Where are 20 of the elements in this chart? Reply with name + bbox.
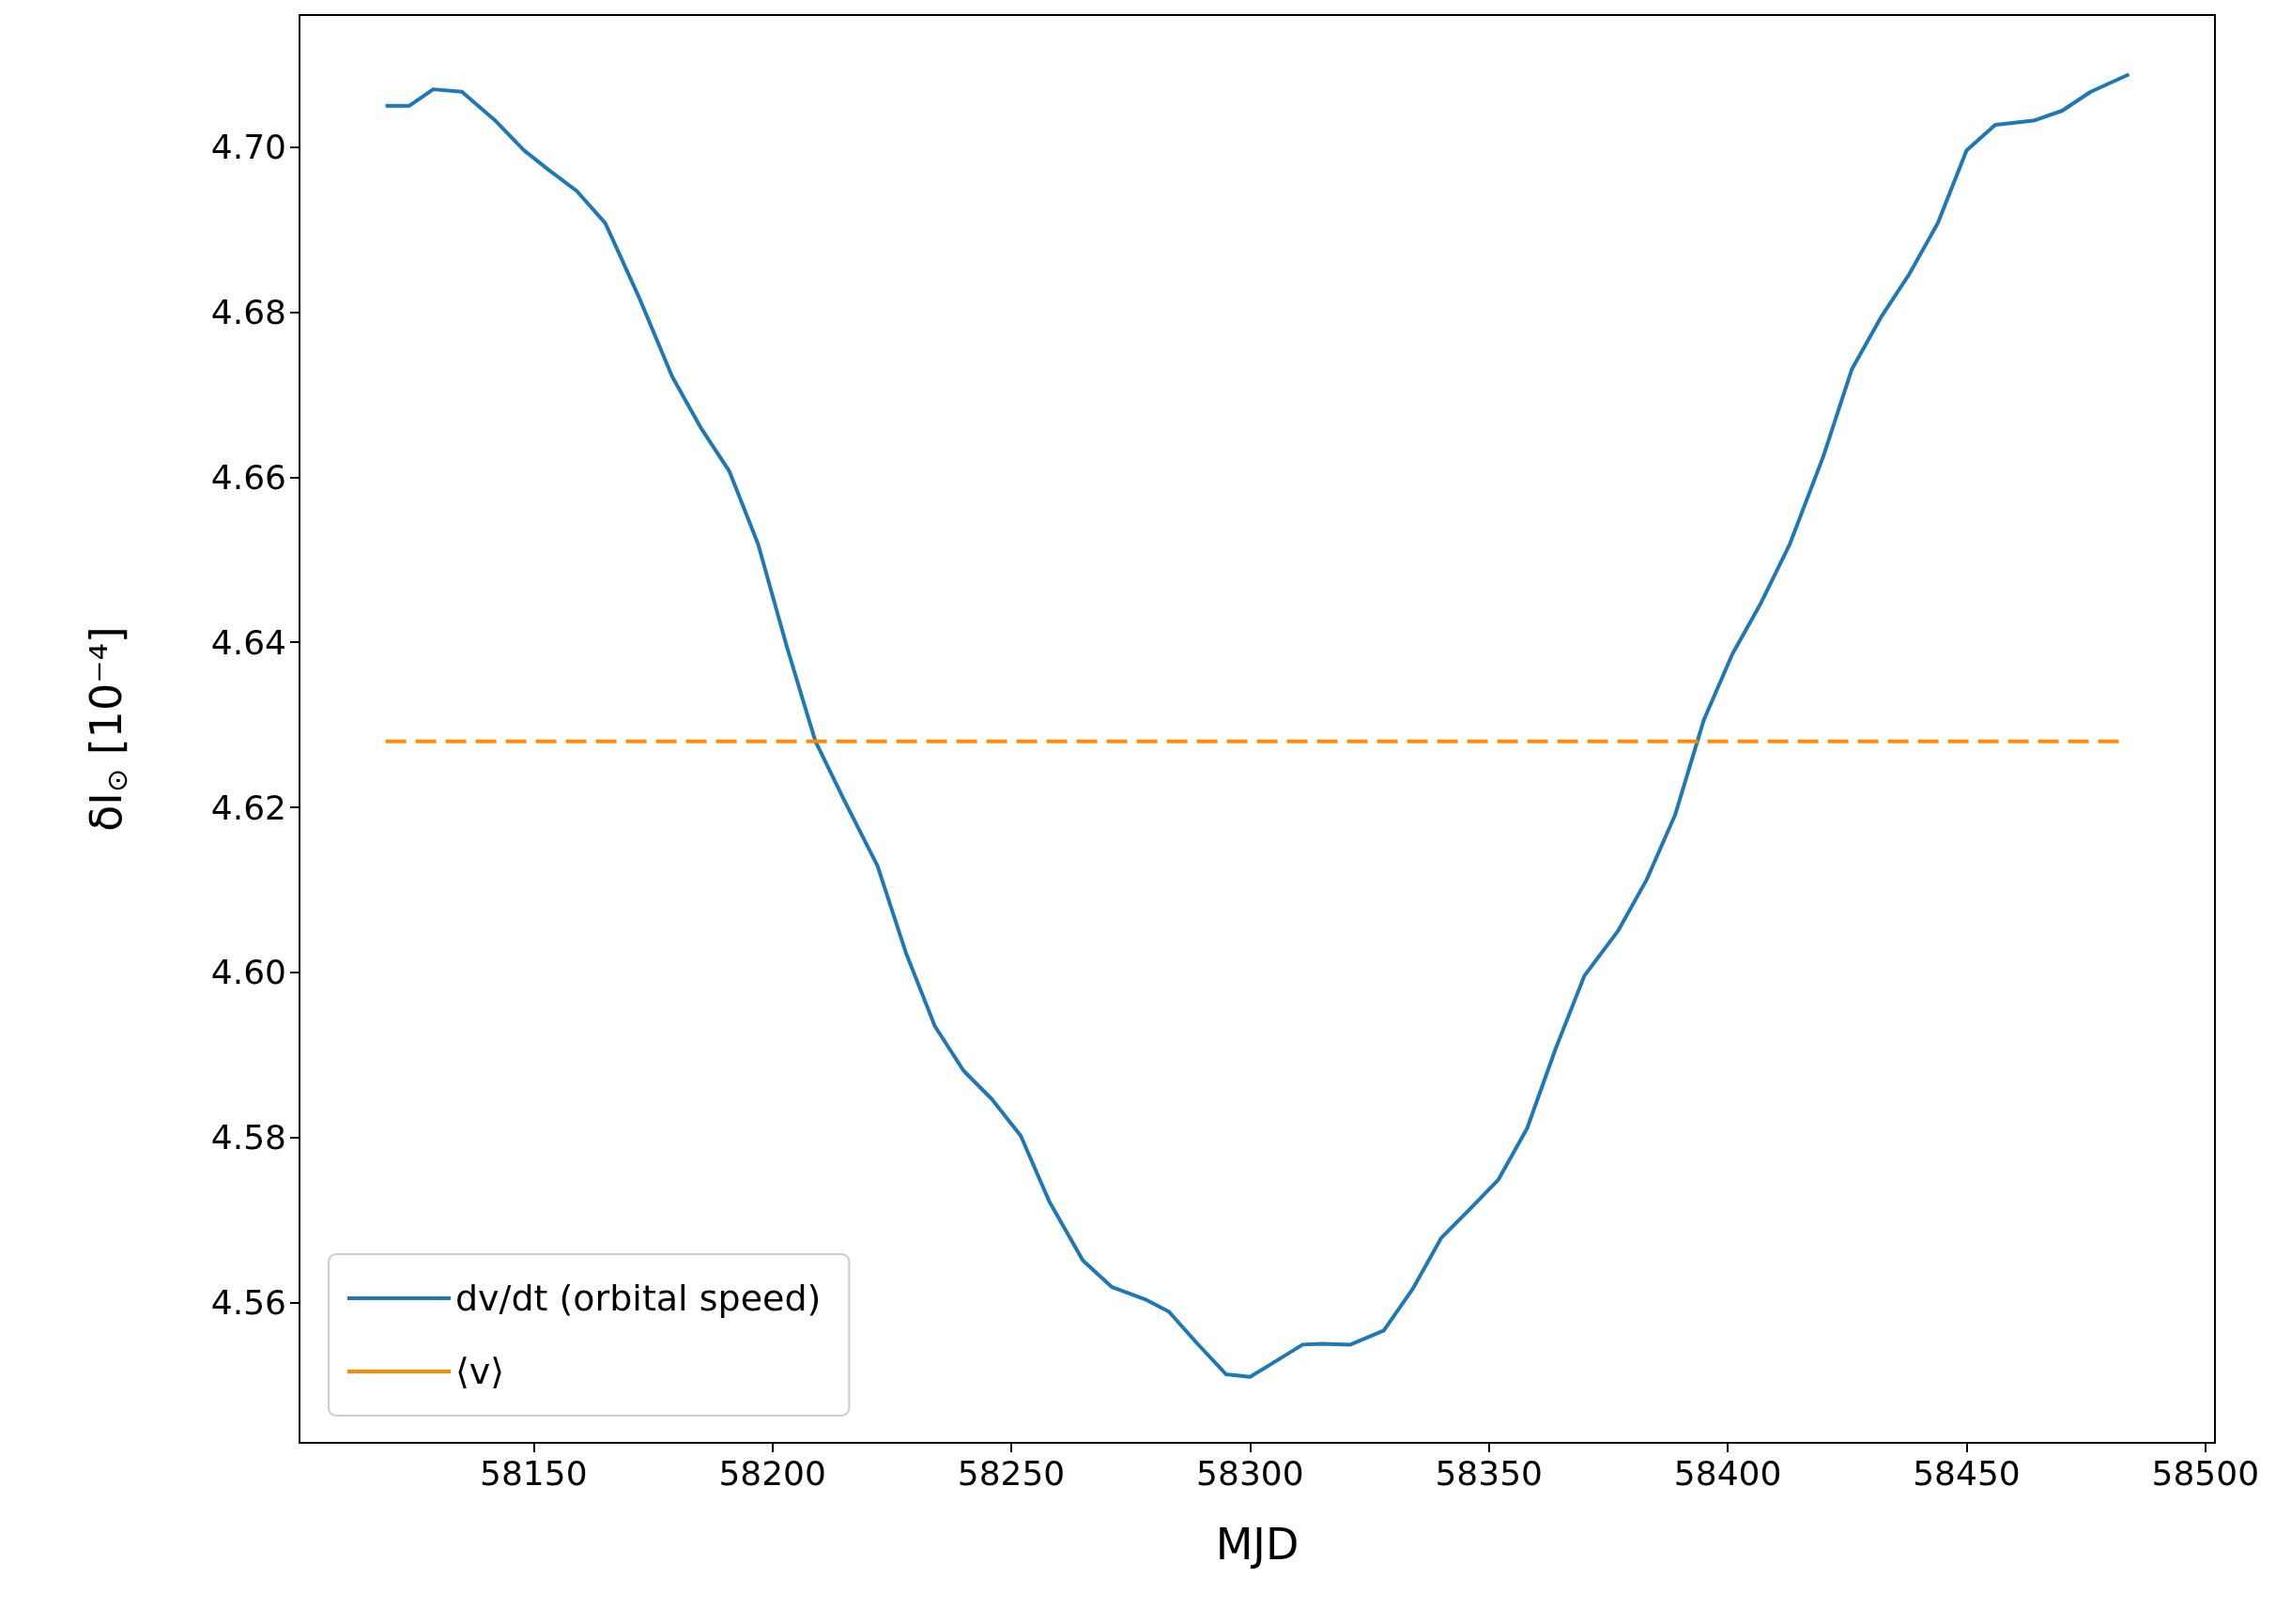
y-tick-label: 4.68	[210, 293, 286, 332]
y-axis-title: δI⊙ [10⁻⁴]	[81, 626, 133, 832]
x-tick-label: 58200	[718, 1453, 826, 1493]
x-tick-label: 58400	[1673, 1453, 1782, 1493]
legend-label: dv/dt (orbital speed)	[455, 1278, 822, 1319]
x-tick-label: 58450	[1913, 1453, 2021, 1493]
y-tick-label: 4.64	[210, 622, 286, 662]
x-tick-label: 58500	[2151, 1453, 2260, 1493]
x-tick-label: 58300	[1196, 1453, 1304, 1493]
x-tick-label: 58350	[1435, 1453, 1543, 1493]
x-tick-label: 58250	[957, 1453, 1066, 1493]
y-tick-label: 4.58	[210, 1118, 286, 1157]
y-tick-label: 4.56	[210, 1283, 286, 1323]
x-tick-label: 58150	[480, 1453, 588, 1493]
y-tick-label: 4.66	[210, 457, 286, 497]
y-tick-label: 4.60	[210, 953, 286, 992]
y-tick-label: 4.62	[210, 788, 286, 827]
y-tick-label: 4.70	[210, 128, 286, 167]
legend-label: ⟨v⟩	[455, 1351, 505, 1392]
x-axis-title: MJD	[1215, 1519, 1299, 1570]
